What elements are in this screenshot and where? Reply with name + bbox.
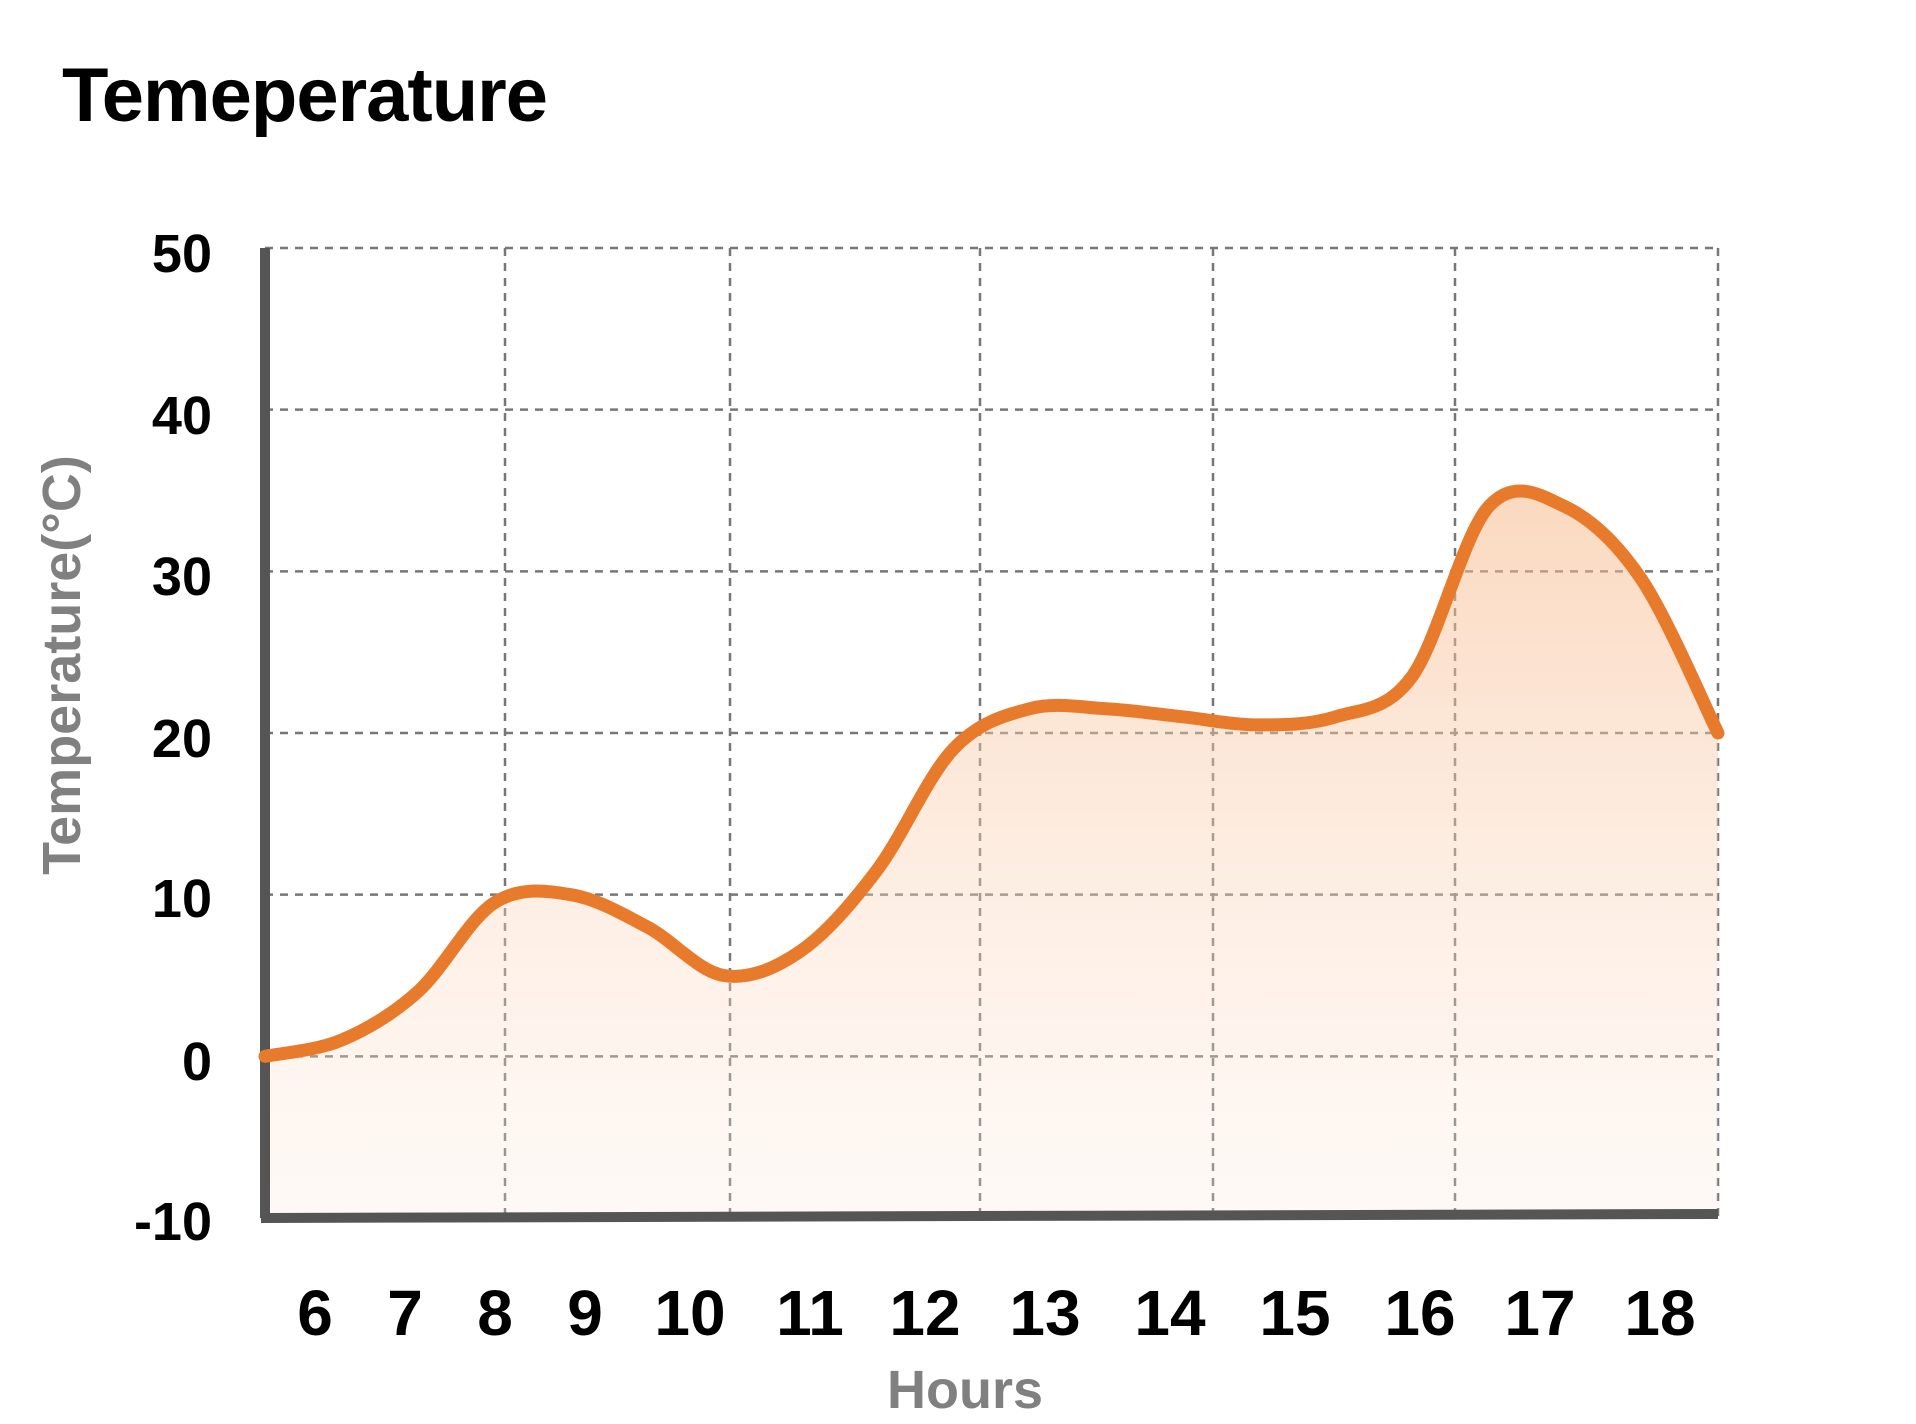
y-tick-label: 30: [152, 547, 212, 607]
x-tick-label: 11: [776, 1277, 844, 1349]
x-axis-line: [260, 1209, 1719, 1223]
x-tick-label: 8: [477, 1277, 513, 1349]
area-fill: [265, 490, 1718, 1219]
y-tick-label: 0: [182, 1032, 212, 1092]
chart-title: Temeperature: [62, 53, 548, 138]
x-tick-label: 16: [1384, 1277, 1455, 1349]
x-tick-label: 15: [1259, 1277, 1330, 1349]
y-tick-label: 10: [152, 869, 212, 929]
x-tick-label: 14: [1134, 1277, 1206, 1349]
x-tick-label: 13: [1009, 1277, 1080, 1349]
y-axis-title: Temperature(°C): [32, 455, 92, 875]
temperature-line: [258, 484, 1725, 1063]
x-tick-labels: 6 7 8 9 10 11 12 13 14 15 16 17 18: [297, 1277, 1695, 1349]
x-axis-title: Hours: [887, 1360, 1043, 1420]
x-tick-label: 10: [654, 1277, 725, 1349]
y-tick-label: -10: [134, 1192, 212, 1252]
x-tick-label: 18: [1624, 1277, 1695, 1349]
y-tick-label: 40: [152, 386, 212, 446]
x-tick-label: 6: [297, 1277, 333, 1349]
y-tick-label: 20: [152, 709, 212, 769]
x-tick-label: 12: [889, 1277, 960, 1349]
x-tick-label: 9: [567, 1277, 603, 1349]
x-tick-label: 17: [1504, 1277, 1575, 1349]
x-tick-label: 7: [387, 1277, 423, 1349]
y-tick-labels: -10 0 10 20 30 40 50: [134, 224, 212, 1252]
y-tick-label: 50: [152, 224, 212, 284]
